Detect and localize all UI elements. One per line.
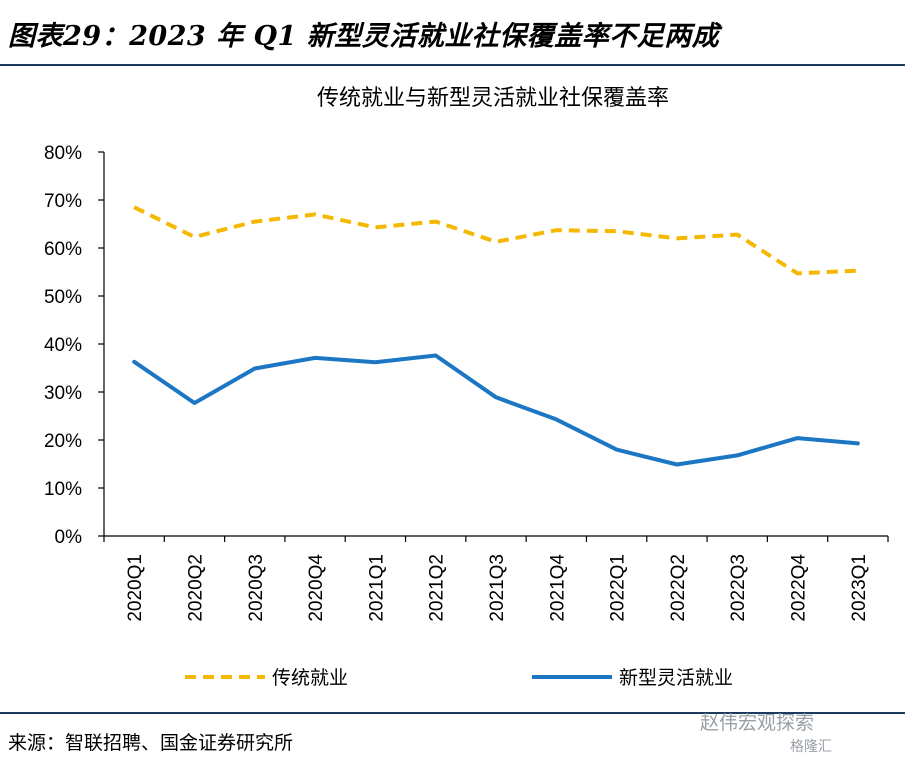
x-tick-label: 2020Q2: [185, 554, 206, 622]
x-tick-label: 2022Q2: [668, 554, 689, 622]
source-note: 来源：智联招聘、国金证券研究所: [8, 732, 294, 754]
x-tick-label: 2023Q1: [849, 554, 870, 622]
y-tick-label: 80%: [44, 143, 82, 164]
legend-label: 新型灵活就业: [619, 667, 733, 689]
source-divider: [0, 712, 905, 714]
watermark: 赵伟宏观探索: [700, 712, 815, 734]
watermark-logo: 格隆汇: [790, 739, 832, 755]
series-layer: [132, 205, 860, 467]
chart-title: 传统就业与新型灵活就业社保覆盖率: [317, 86, 669, 111]
x-tick-label: 2021Q2: [427, 554, 448, 622]
legend: 传统就业 新型灵活就业: [185, 667, 733, 689]
x-tick-label: 2021Q3: [487, 554, 508, 622]
y-tick-label: 70%: [44, 191, 82, 212]
x-tick-label: 2020Q3: [246, 554, 267, 622]
y-tick-label: 10%: [44, 479, 82, 500]
series-line-2: [132, 353, 860, 467]
title-divider: [0, 64, 905, 66]
x-tick-label: 2021Q1: [366, 554, 387, 622]
series-line-1: [133, 205, 858, 276]
y-tick-label: 20%: [44, 431, 82, 452]
x-tick-label: 2022Q4: [789, 554, 810, 622]
x-tick-label: 2021Q4: [547, 554, 568, 622]
y-tick-label: 60%: [44, 239, 82, 260]
x-tick-label: 2020Q1: [125, 554, 146, 622]
y-tick-label: 30%: [44, 383, 82, 404]
y-tick-label: 0%: [55, 527, 83, 548]
figure-title: 图表29：2023 年 Q1 新型灵活就业社保覆盖率不足两成: [8, 21, 720, 52]
legend-label: 传统就业: [272, 667, 348, 689]
x-tick-label: 2020Q4: [306, 554, 327, 622]
axes: 0% 10% 20% 30% 40% 50% 60% 70% 80% 2020Q1 2020Q2 20…: [44, 143, 889, 622]
line-chart: 传统就业与新型灵活就业社保覆盖率 0% 10% 20% 30% 40% 50% 60% 70%…: [44, 86, 889, 689]
y-tick-label: 50%: [44, 287, 82, 308]
y-tick-label: 40%: [44, 335, 82, 356]
x-tick-label: 2022Q3: [728, 554, 749, 622]
x-tick-label: 2022Q1: [608, 554, 629, 622]
